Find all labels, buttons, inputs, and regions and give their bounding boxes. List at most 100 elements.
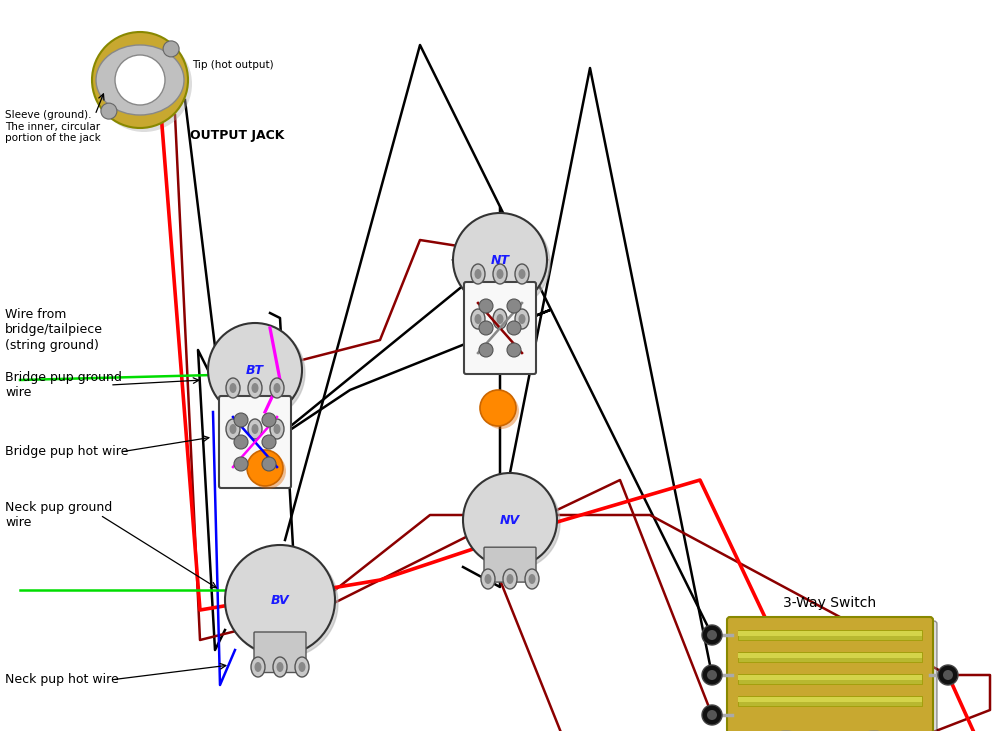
- Ellipse shape: [270, 378, 284, 398]
- Text: Neck pup hot wire: Neck pup hot wire: [5, 673, 118, 686]
- Circle shape: [92, 32, 187, 128]
- Circle shape: [466, 476, 559, 570]
- Ellipse shape: [295, 657, 309, 677]
- Ellipse shape: [474, 314, 481, 324]
- Ellipse shape: [514, 264, 528, 284]
- Circle shape: [937, 665, 957, 685]
- Circle shape: [246, 450, 283, 486]
- Circle shape: [706, 630, 716, 640]
- Text: BV: BV: [271, 594, 289, 607]
- Circle shape: [483, 393, 518, 429]
- Circle shape: [227, 548, 338, 658]
- Bar: [737, 697, 921, 702]
- Ellipse shape: [247, 378, 262, 398]
- Ellipse shape: [229, 424, 236, 434]
- Circle shape: [96, 36, 191, 132]
- Circle shape: [706, 710, 716, 720]
- Circle shape: [262, 457, 276, 471]
- Ellipse shape: [471, 264, 485, 284]
- Circle shape: [463, 473, 556, 567]
- FancyBboxPatch shape: [218, 396, 291, 488]
- Bar: [737, 675, 921, 680]
- Ellipse shape: [518, 314, 525, 324]
- Text: Sleeve (ground).
The inner, circular
portion of the jack: Sleeve (ground). The inner, circular por…: [5, 110, 100, 143]
- Text: Wire from
bridge/tailpiece
(string ground): Wire from bridge/tailpiece (string groun…: [5, 308, 103, 352]
- Ellipse shape: [481, 569, 495, 589]
- Ellipse shape: [506, 574, 513, 584]
- Text: Neck pup ground
wire: Neck pup ground wire: [5, 501, 112, 529]
- Bar: [737, 696, 921, 706]
- Circle shape: [456, 216, 549, 310]
- Bar: [737, 652, 921, 662]
- FancyBboxPatch shape: [730, 621, 936, 731]
- Circle shape: [453, 213, 546, 307]
- Ellipse shape: [524, 569, 538, 589]
- Ellipse shape: [229, 383, 236, 393]
- Ellipse shape: [277, 662, 284, 672]
- Text: OUTPUT JACK: OUTPUT JACK: [189, 129, 285, 142]
- Circle shape: [233, 413, 247, 427]
- Circle shape: [701, 705, 721, 725]
- Text: NT: NT: [490, 254, 509, 267]
- Text: Bridge pup hot wire: Bridge pup hot wire: [5, 445, 128, 458]
- Ellipse shape: [518, 269, 525, 279]
- Ellipse shape: [273, 657, 287, 677]
- Ellipse shape: [96, 45, 183, 115]
- Circle shape: [701, 625, 721, 645]
- Circle shape: [115, 55, 165, 105]
- Circle shape: [207, 323, 302, 417]
- Circle shape: [224, 545, 335, 655]
- Ellipse shape: [274, 424, 281, 434]
- Bar: [737, 630, 921, 640]
- Ellipse shape: [255, 662, 262, 672]
- Ellipse shape: [274, 383, 281, 393]
- Ellipse shape: [299, 662, 306, 672]
- Circle shape: [163, 41, 179, 57]
- Circle shape: [262, 413, 276, 427]
- Bar: [737, 674, 921, 684]
- Ellipse shape: [502, 569, 516, 589]
- Ellipse shape: [493, 309, 506, 329]
- Circle shape: [706, 670, 716, 680]
- Bar: [737, 631, 921, 636]
- Circle shape: [701, 665, 721, 685]
- Ellipse shape: [471, 309, 485, 329]
- Ellipse shape: [496, 314, 503, 324]
- FancyBboxPatch shape: [464, 282, 535, 374]
- Circle shape: [479, 321, 493, 335]
- Text: 3-Way Switch: 3-Way Switch: [783, 596, 876, 610]
- Circle shape: [479, 299, 493, 313]
- FancyBboxPatch shape: [474, 287, 525, 322]
- Ellipse shape: [474, 269, 481, 279]
- Circle shape: [506, 321, 520, 335]
- Text: NV: NV: [499, 513, 520, 526]
- FancyBboxPatch shape: [228, 397, 281, 432]
- Ellipse shape: [493, 264, 506, 284]
- Ellipse shape: [252, 383, 259, 393]
- Circle shape: [233, 457, 247, 471]
- Ellipse shape: [496, 269, 503, 279]
- Circle shape: [506, 343, 520, 357]
- Ellipse shape: [225, 419, 239, 439]
- Circle shape: [210, 326, 305, 420]
- Text: Bridge pup ground
wire: Bridge pup ground wire: [5, 371, 122, 399]
- Ellipse shape: [250, 657, 265, 677]
- Ellipse shape: [225, 378, 239, 398]
- Circle shape: [101, 103, 117, 119]
- Bar: [737, 653, 921, 658]
- Ellipse shape: [484, 574, 491, 584]
- FancyBboxPatch shape: [484, 548, 535, 582]
- Circle shape: [479, 343, 493, 357]
- Ellipse shape: [270, 419, 284, 439]
- Text: Tip (hot output): Tip (hot output): [191, 60, 274, 70]
- FancyBboxPatch shape: [726, 617, 932, 731]
- Ellipse shape: [252, 424, 259, 434]
- Ellipse shape: [528, 574, 535, 584]
- Circle shape: [249, 453, 286, 489]
- Circle shape: [262, 435, 276, 449]
- Ellipse shape: [514, 309, 528, 329]
- Circle shape: [506, 299, 520, 313]
- Text: BT: BT: [245, 363, 264, 376]
- Ellipse shape: [247, 419, 262, 439]
- Circle shape: [942, 670, 952, 680]
